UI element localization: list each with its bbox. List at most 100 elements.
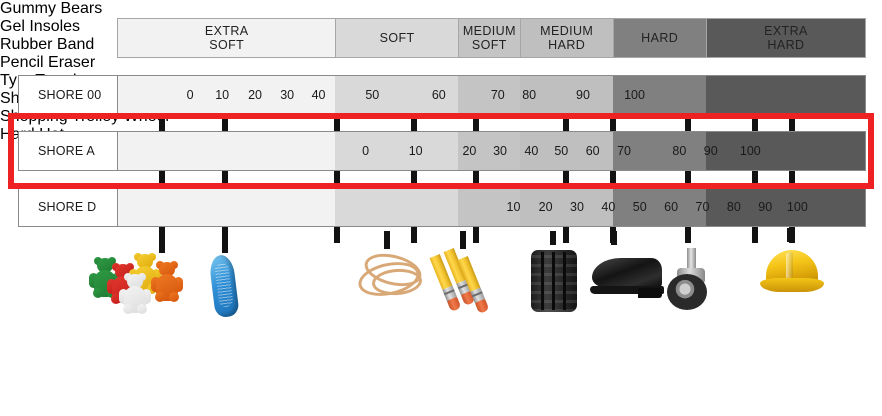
row-band-medium-hard: [519, 188, 613, 226]
tick-labels-shore-a: 0 10 20 30 40 50 60 70 80 90 100: [19, 132, 865, 170]
row-band-extra-hard: [705, 188, 865, 226]
tick-value: 100: [786, 200, 808, 214]
tick-mark: [789, 115, 795, 131]
tick-value: 30: [493, 144, 507, 158]
scale-label-shore-d: SHORE D: [19, 188, 118, 226]
tick-mark: [222, 171, 228, 187]
tyre-tread-icon: [531, 250, 577, 312]
row-band-medium-soft: [457, 188, 520, 226]
tick-value: 0: [362, 144, 370, 158]
tick-value: 10: [215, 88, 230, 102]
row-band-medium-hard: [519, 132, 613, 170]
tick-mark: [685, 115, 691, 131]
tick-value: 10: [506, 200, 521, 214]
tick-value: 70: [695, 200, 710, 214]
hardness-band-label: SOFT: [379, 30, 415, 45]
tick-mark: [610, 115, 616, 131]
caption-rubber-band: Rubber Band: [0, 36, 95, 53]
hardness-band-label: HARD: [641, 30, 679, 45]
tick-value: 80: [522, 88, 537, 102]
tick-value: 100: [739, 144, 761, 158]
scale-label-shore-a: SHORE A: [19, 132, 118, 170]
hardness-band-extra-soft: EXTRA SOFT: [118, 19, 336, 57]
tick-mark: [411, 227, 417, 243]
tick-mark: [563, 171, 569, 187]
tick-value: 30: [280, 88, 295, 102]
row-band-extra-soft: [118, 188, 336, 226]
caption-gel-insoles: Gel Insoles: [0, 18, 81, 35]
scale-bands-shore-a: [19, 132, 865, 170]
connector-stem: [611, 231, 617, 245]
tick-value: 30: [570, 200, 584, 214]
row-band-soft: [335, 76, 458, 114]
scale-label-shore-00: SHORE 00: [19, 76, 118, 114]
row-band-medium-soft: [457, 132, 520, 170]
tick-value: 50: [365, 88, 380, 102]
tick-mark: [473, 171, 479, 187]
connector-stem: [384, 231, 390, 249]
tick-mark: [789, 171, 795, 187]
hardness-band-label: EXTRA SOFT: [204, 23, 249, 52]
hardness-band-medium-hard: MEDIUM HARD: [519, 19, 613, 57]
connector-stem: [685, 228, 691, 242]
row-band-extra-hard: [705, 76, 865, 114]
shoe-heel-icon: [590, 258, 664, 298]
row-band-medium-soft: [457, 76, 520, 114]
gummy-bear: [119, 273, 151, 314]
scale-name-shore-a: SHORE A: [38, 144, 95, 158]
tick-mark: [473, 115, 479, 131]
tick-mark: [334, 115, 340, 131]
hard-hat-icon: [760, 250, 824, 292]
tick-value: 70: [617, 144, 631, 158]
scale-bands-shore-d: [19, 188, 865, 226]
tick-value: 20: [462, 144, 477, 158]
hardness-band-hard: HARD: [612, 19, 706, 57]
tick-value: 50: [632, 200, 647, 214]
tick-value: 90: [576, 88, 590, 102]
tick-value: 40: [524, 144, 539, 158]
tick-value: 80: [726, 200, 741, 214]
tick-mark: [473, 227, 479, 243]
tick-value: 80: [672, 144, 687, 158]
connector-stem: [787, 228, 793, 242]
hardness-band-medium-soft: MEDIUM SOFT: [457, 19, 520, 57]
tick-value: 90: [758, 200, 773, 214]
tick-labels-shore-d: 10 20 30 40 50 60 70 80 90 100: [19, 188, 865, 226]
tick-mark: [411, 171, 417, 187]
tick-value: 20: [538, 200, 553, 214]
tick-value: 60: [431, 88, 446, 102]
tick-value: 60: [664, 200, 679, 214]
connector-stem: [222, 231, 228, 253]
tick-mark: [752, 171, 758, 187]
tick-value: 100: [624, 88, 645, 102]
connector-stem: [550, 231, 556, 245]
row-band-medium-hard: [519, 76, 613, 114]
tick-mark: [159, 115, 165, 131]
tick-mark: [752, 227, 758, 243]
tick-mark: [563, 227, 569, 243]
scale-row-shore-a: SHORE A 0 10 20 30 40 50 60 70 80 90 100: [18, 131, 866, 171]
row-band-hard: [612, 188, 706, 226]
row-band-extra-hard: [705, 132, 865, 170]
tick-value: 40: [311, 88, 326, 102]
row-band-extra-soft: [118, 76, 336, 114]
hardness-band-label: EXTRA HARD: [764, 23, 808, 52]
shopping-trolley-wheel-icon: [665, 248, 715, 310]
gel-insole-icon: [208, 253, 240, 319]
tick-value: 10: [408, 144, 423, 158]
connector-stem: [159, 231, 165, 253]
hardness-band-label: MEDIUM HARD: [540, 23, 594, 52]
tick-mark: [159, 171, 165, 187]
row-band-soft: [335, 132, 458, 170]
tick-mark: [610, 171, 616, 187]
tick-value: 60: [585, 144, 600, 158]
tick-mark: [685, 171, 691, 187]
row-band-extra-soft: [118, 132, 336, 170]
tick-value: 90: [703, 144, 718, 158]
gummy-bear: [151, 261, 183, 302]
hardness-category-header: EXTRA SOFT SOFT MEDIUM SOFT MEDIUM HARD HARD…: [117, 18, 866, 58]
tick-mark: [222, 115, 228, 131]
tick-mark: [563, 115, 569, 131]
caption-gummy-bears: Gummy Bears: [0, 0, 103, 17]
